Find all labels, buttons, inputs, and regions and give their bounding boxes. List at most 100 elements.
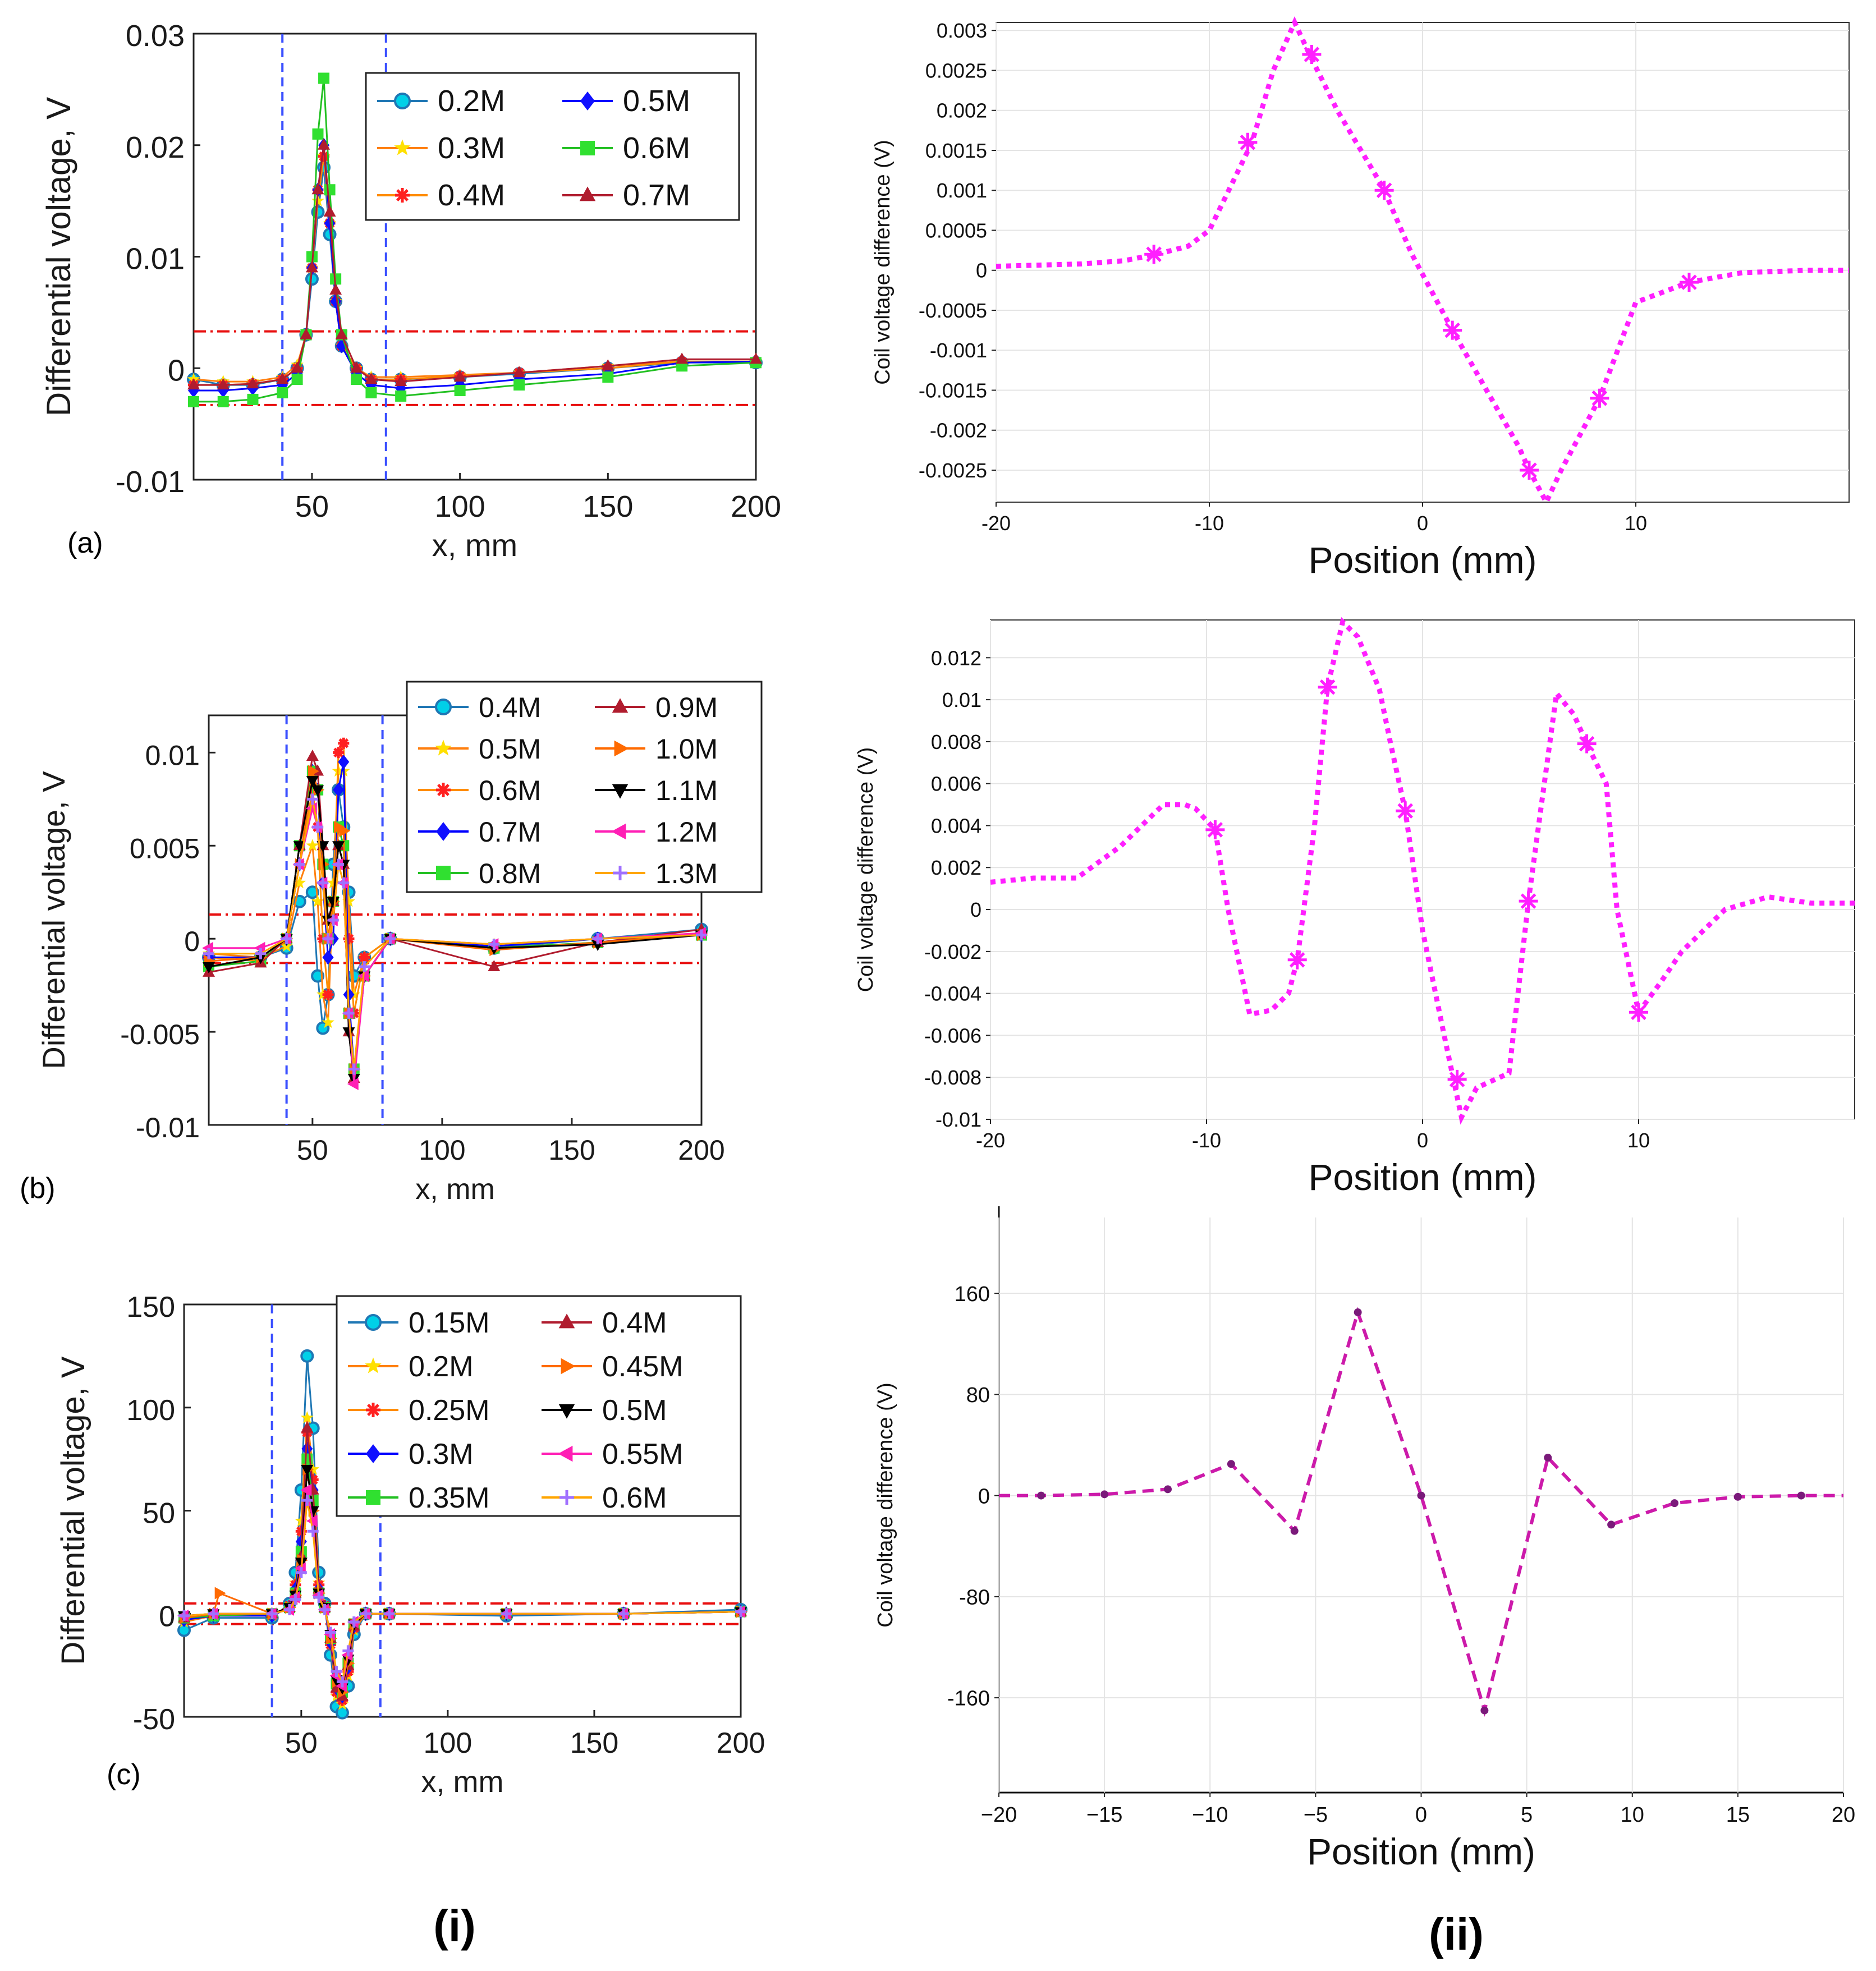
data-point xyxy=(365,373,378,384)
x-tick-label: 20 xyxy=(1832,1803,1855,1827)
data-point xyxy=(1037,1491,1045,1500)
data-point xyxy=(323,205,336,217)
data-point xyxy=(1447,1069,1467,1089)
legend-label: 0.3M xyxy=(409,1438,474,1471)
legend-label: 0.4M xyxy=(479,692,541,723)
y-axis-label: Coil voltage difference (V) xyxy=(854,747,878,993)
data-point xyxy=(319,1604,331,1615)
data-point xyxy=(454,385,466,396)
x-tick-label: −20 xyxy=(981,1803,1017,1827)
column-label-ii: (ii) xyxy=(1429,1909,1484,1959)
legend-label: 0.5M xyxy=(479,733,541,765)
data-point xyxy=(1290,1527,1299,1535)
x-tick-label: 100 xyxy=(424,1727,473,1759)
data-point xyxy=(338,737,350,749)
chart-a-ii: -0.0025 -0.002 -0.0015 -0.001 -0.0005 0 0.0005… xyxy=(871,16,1850,581)
legend-label: 0.9M xyxy=(655,692,718,723)
data-point xyxy=(1318,677,1337,697)
y-tick-label: 0.012 xyxy=(931,646,981,669)
legend-label: 0.7M xyxy=(623,178,690,212)
data-point xyxy=(384,933,396,945)
y-tick-label: 0.004 xyxy=(931,814,981,837)
data-point xyxy=(293,858,305,870)
x-tick-label: 200 xyxy=(731,490,781,523)
x-tick-label: 5 xyxy=(1521,1803,1533,1827)
data-point xyxy=(306,776,319,788)
x-tick-label: 10 xyxy=(1621,1803,1644,1827)
legend-label: 0.4M xyxy=(438,178,505,212)
data-point xyxy=(1164,1485,1172,1494)
data-point xyxy=(277,387,288,398)
x-tick-label: 0 xyxy=(1417,512,1428,535)
data-point xyxy=(1590,388,1609,408)
data-point xyxy=(1302,45,1322,64)
data-point xyxy=(311,183,324,195)
data-point xyxy=(1544,1454,1552,1462)
data-point xyxy=(1520,461,1539,480)
data-point xyxy=(246,377,259,389)
y-tick-label: 0.002 xyxy=(937,99,987,122)
legend-marker xyxy=(612,784,629,799)
y-tick-label: 0.003 xyxy=(937,19,987,42)
data-point xyxy=(322,933,334,945)
x-tick-label: −10 xyxy=(1192,1803,1228,1827)
data-point xyxy=(1374,181,1394,200)
data-point xyxy=(335,1706,349,1720)
legend-marker xyxy=(366,1490,380,1505)
data-point xyxy=(322,950,334,965)
y-tick-label: 0 xyxy=(978,1485,990,1508)
data-point xyxy=(333,858,345,870)
data-point xyxy=(1577,734,1597,754)
legend-marker xyxy=(435,739,452,756)
x-axis-label: x, mm xyxy=(421,1765,504,1799)
data-point xyxy=(1287,950,1307,970)
x-tick-label: 50 xyxy=(285,1727,318,1759)
legend-box xyxy=(336,1295,742,1517)
data-point xyxy=(1396,801,1415,821)
data-point xyxy=(203,948,214,959)
x-axis-label: x, mm xyxy=(415,1173,495,1206)
x-tick-label: 15 xyxy=(1726,1803,1750,1827)
legend-marker xyxy=(395,188,410,203)
data-point xyxy=(300,328,313,339)
x-tick-label: −5 xyxy=(1304,1803,1328,1827)
data-point xyxy=(187,378,200,390)
data-point xyxy=(327,915,339,926)
data-point xyxy=(338,754,350,769)
data-point xyxy=(300,1349,314,1363)
data-point xyxy=(351,374,363,385)
data-point xyxy=(383,1608,395,1620)
data-point xyxy=(333,747,345,759)
x-tick-label: 100 xyxy=(435,490,485,523)
data-point xyxy=(307,1474,319,1486)
y-tick-label: 0.01 xyxy=(942,688,981,711)
data-point xyxy=(750,352,762,364)
y-tick-label: 0 xyxy=(184,926,200,957)
data-point xyxy=(293,841,306,853)
y-tick-label: -0.01 xyxy=(116,465,185,499)
legend-label: 0.25M xyxy=(409,1394,490,1427)
legend-marker xyxy=(366,1444,380,1463)
data-point xyxy=(312,128,324,140)
legend-marker xyxy=(435,699,452,715)
chart-b-i: -0.01 -0.005 0 0.005 0.01 50 100 150 200 0.4M 0.5M… xyxy=(36,681,763,1206)
legend-marker xyxy=(561,1358,576,1375)
legend-label: 0.7M xyxy=(479,816,541,848)
data-point xyxy=(359,961,370,972)
data-point xyxy=(325,1627,337,1638)
series-line-1.3M xyxy=(209,799,702,1069)
data-point xyxy=(513,366,526,378)
y-tick-label: 0 xyxy=(976,259,987,282)
x-axis-label: Position (mm) xyxy=(1308,539,1536,581)
y-tick-label: -160 xyxy=(947,1687,990,1711)
data-point xyxy=(291,361,304,373)
legend-marker xyxy=(580,91,595,111)
y-tick-label: 0.0005 xyxy=(925,219,987,242)
data-point xyxy=(1100,1490,1109,1499)
y-tick-label: 0.001 xyxy=(937,179,987,202)
data-point xyxy=(359,952,370,963)
data-point xyxy=(301,1465,314,1476)
x-tick-label: 50 xyxy=(297,1134,328,1166)
data-point xyxy=(312,821,324,833)
y-tick-label: 0 xyxy=(159,1600,175,1633)
